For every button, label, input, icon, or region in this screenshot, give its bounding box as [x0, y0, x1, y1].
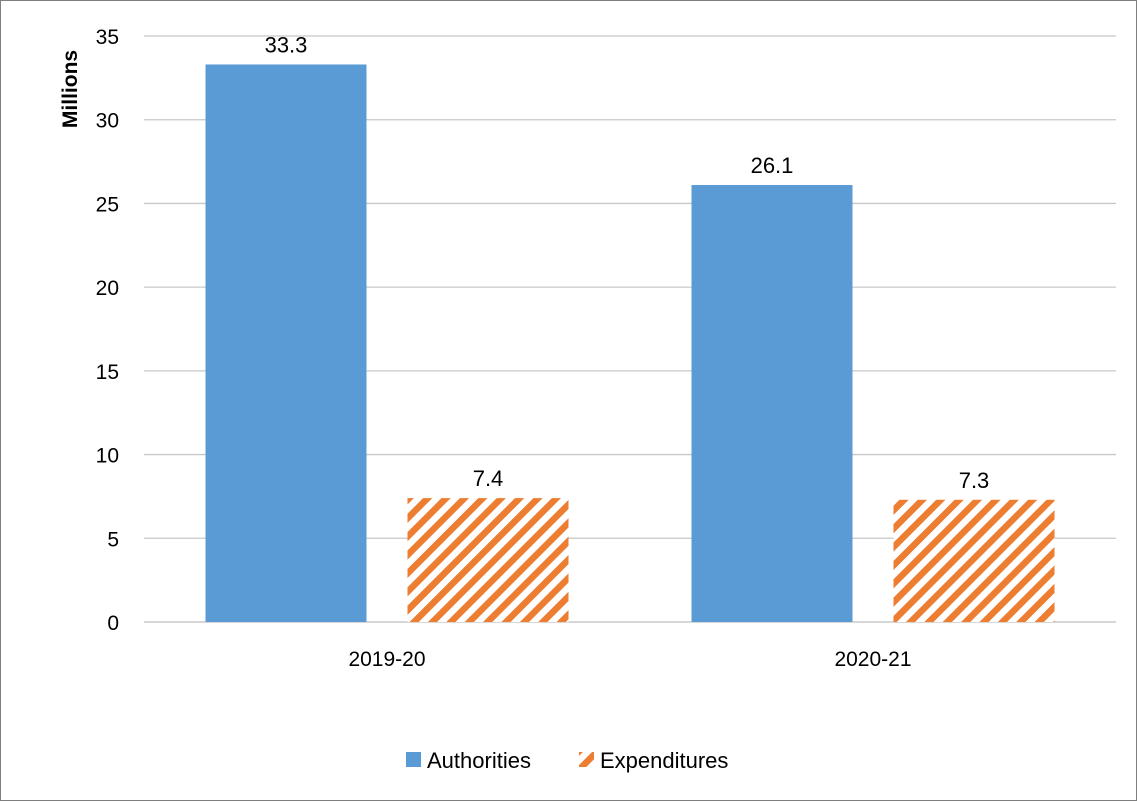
x-category-label: 2019-20 [348, 648, 425, 671]
y-tick-label: 0 [107, 612, 119, 635]
bar-authorities-2020-21 [691, 185, 853, 623]
data-label: 7.3 [959, 468, 990, 493]
y-tick-label: 20 [96, 277, 119, 300]
y-tick-label: 35 [96, 26, 119, 49]
x-axis-categories: 2019-20 2020-21 [348, 648, 911, 671]
y-tick-label: 15 [96, 361, 119, 384]
legend-swatch-expenditures [579, 752, 594, 767]
data-label: 33.3 [265, 32, 308, 57]
legend-swatch-authorities [406, 752, 421, 767]
y-tick-label: 10 [96, 445, 119, 468]
y-axis-ticks: 0 5 10 15 20 25 30 35 [96, 26, 119, 635]
bar-expenditures-2020-21 [893, 499, 1055, 622]
y-tick-label: 30 [96, 110, 119, 133]
bar-expenditures-2019-20 [407, 498, 569, 622]
legend: Authorities Expenditures [406, 748, 728, 773]
y-tick-label: 5 [107, 528, 119, 551]
data-label: 26.1 [751, 153, 794, 178]
data-label: 7.4 [473, 466, 504, 491]
legend-label-authorities: Authorities [427, 748, 531, 773]
data-labels: 33.3 7.4 26.1 7.3 [265, 32, 990, 492]
x-category-label: 2020-21 [834, 648, 911, 671]
bars [205, 64, 1055, 623]
y-tick-label: 25 [96, 193, 119, 216]
legend-label-expenditures: Expenditures [600, 748, 728, 773]
bar-authorities-2019-20 [205, 64, 367, 622]
y-axis-label: Millions [59, 50, 82, 128]
